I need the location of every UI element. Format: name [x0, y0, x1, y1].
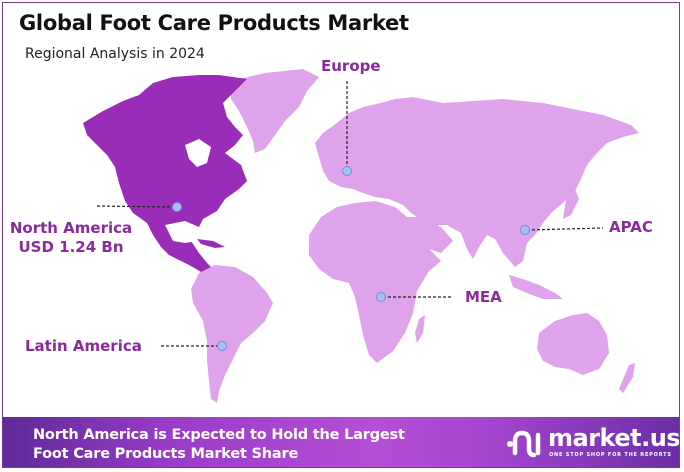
arabia-shape — [407, 217, 453, 253]
caribbean-shape — [197, 239, 225, 248]
footer-banner: North America is Expected to Hold the La… — [3, 417, 679, 467]
world-map — [83, 69, 639, 403]
north-america-shape — [83, 75, 247, 273]
footer-message: North America is Expected to Hold the La… — [33, 426, 405, 464]
infographic-card: Global Foot Care Products Market Regiona… — [2, 2, 680, 468]
north-america-value: USD 1.24 Bn — [18, 238, 124, 256]
latin-america-marker[interactable] — [217, 341, 227, 351]
apac-leader — [526, 227, 604, 231]
apac-label: APAC — [609, 218, 653, 236]
market-us-logo-icon — [507, 430, 541, 458]
north-america-marker[interactable] — [172, 202, 182, 212]
greenland-shape — [231, 69, 319, 153]
europe-label: Europe — [321, 57, 381, 75]
page-title: Global Foot Care Products Market — [19, 11, 409, 35]
logo-name: market.us — [548, 424, 680, 452]
market-us-logo[interactable]: market.us ONE STOP SHOP FOR THE REPORTS — [506, 424, 679, 461]
scandinavia-shape — [349, 117, 383, 155]
hudson-bay — [185, 139, 211, 167]
south-america-shape — [191, 265, 273, 403]
africa-shape — [309, 201, 441, 363]
north-america-label: North America USD 1.24 Bn — [7, 219, 135, 257]
footer-line-1: North America is Expected to Hold the La… — [33, 427, 405, 443]
mea-label: MEA — [465, 288, 502, 306]
europe-marker[interactable] — [342, 166, 352, 176]
australia-shape — [537, 313, 609, 375]
new-zealand-shape — [619, 363, 635, 393]
mea-marker[interactable] — [376, 292, 386, 302]
latin-america-label: Latin America — [25, 337, 142, 355]
footer-line-2: Foot Care Products Market Share — [33, 446, 299, 462]
japan-shape — [563, 189, 579, 219]
uk-shape — [327, 153, 339, 173]
gulf-of-mexico — [165, 221, 199, 243]
madagascar-shape — [415, 315, 425, 343]
page-subtitle: Regional Analysis in 2024 — [25, 46, 205, 62]
eurasia-shape — [315, 97, 639, 267]
north-america-name: North America — [9, 219, 133, 237]
logo-tagline: ONE STOP SHOP FOR THE REPORTS — [549, 452, 672, 458]
sea-islands-shape — [509, 275, 563, 299]
apac-marker[interactable] — [520, 225, 530, 235]
north-america-leader — [96, 205, 176, 208]
